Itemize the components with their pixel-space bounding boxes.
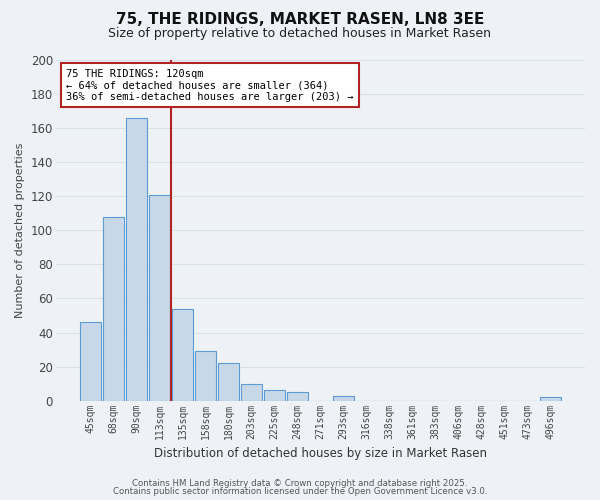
Text: Contains public sector information licensed under the Open Government Licence v3: Contains public sector information licen… xyxy=(113,487,487,496)
Bar xyxy=(195,351,216,401)
Bar xyxy=(263,390,285,400)
Bar xyxy=(241,384,262,400)
Bar xyxy=(172,308,193,400)
Bar xyxy=(149,194,170,400)
Bar xyxy=(539,397,561,400)
Bar xyxy=(126,118,147,401)
Text: 75 THE RIDINGS: 120sqm
← 64% of detached houses are smaller (364)
36% of semi-de: 75 THE RIDINGS: 120sqm ← 64% of detached… xyxy=(66,68,354,102)
Bar xyxy=(80,322,101,400)
Bar xyxy=(103,216,124,400)
X-axis label: Distribution of detached houses by size in Market Rasen: Distribution of detached houses by size … xyxy=(154,447,487,460)
Bar xyxy=(287,392,308,400)
Y-axis label: Number of detached properties: Number of detached properties xyxy=(15,142,25,318)
Text: Contains HM Land Registry data © Crown copyright and database right 2025.: Contains HM Land Registry data © Crown c… xyxy=(132,478,468,488)
Bar xyxy=(218,363,239,401)
Text: 75, THE RIDINGS, MARKET RASEN, LN8 3EE: 75, THE RIDINGS, MARKET RASEN, LN8 3EE xyxy=(116,12,484,28)
Bar xyxy=(332,396,354,400)
Text: Size of property relative to detached houses in Market Rasen: Size of property relative to detached ho… xyxy=(109,28,491,40)
